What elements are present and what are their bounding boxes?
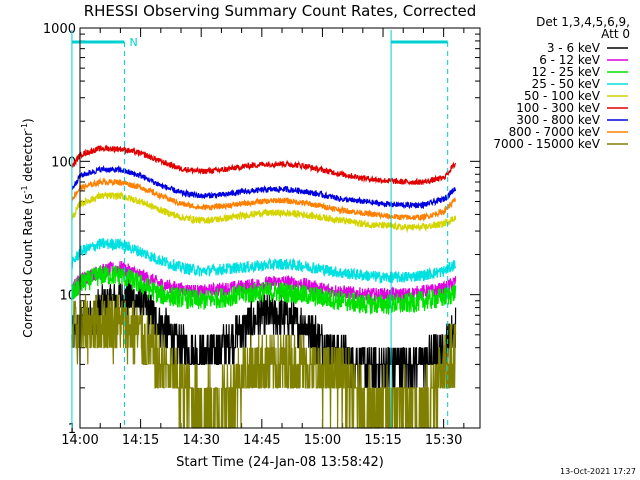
legend-label: 3 - 6 keV <box>547 41 601 55</box>
series-line <box>71 294 457 429</box>
legend-label: 6 - 12 keV <box>539 53 601 67</box>
series-line <box>71 144 457 186</box>
x-tick-label: 14:45 <box>243 433 280 448</box>
y-axis-label-end: ) <box>21 118 35 123</box>
legend-label: 7000 - 15000 keV <box>493 137 600 151</box>
y-axis-label-main: Corrected Count Rate (s <box>21 193 35 337</box>
legend-label: 25 - 50 keV <box>532 77 601 91</box>
legend-header-2: Att 0 <box>601 27 630 41</box>
x-tick-label: 15:30 <box>425 433 462 448</box>
series-line <box>71 164 457 210</box>
series-line <box>71 237 457 285</box>
series-line <box>71 264 457 316</box>
y-tick-label: 1000 <box>43 22 76 37</box>
legend-label: 50 - 100 keV <box>524 89 601 103</box>
y-axis-label-mid: detector <box>21 131 35 186</box>
series-line <box>71 177 457 222</box>
legend-label: 800 - 7000 keV <box>509 125 601 139</box>
y-tick-label: 1 <box>68 422 76 437</box>
y-axis-label: Corrected Count Rate (s-1 detector-1) <box>20 118 35 337</box>
plot-axes: 14:00 14:15 14:30 14:45 15:00 15:15 15:3011010… <box>43 22 480 448</box>
plot-border <box>79 27 481 429</box>
x-tick-label: 15:15 <box>364 433 401 448</box>
x-tick-label: 14:15 <box>122 433 159 448</box>
attenuator-markers: N <box>71 30 449 428</box>
legend-label: 300 - 800 keV <box>516 113 600 127</box>
x-tick-label: 14:00 <box>61 433 98 448</box>
legend-header-1: Det 1,3,4,5,6,9, <box>536 15 630 29</box>
x-axis-label: Start Time (24-Jan-08 13:58:42) <box>176 455 384 470</box>
chart-title: RHESSI Observing Summary Count Rates, Co… <box>84 2 477 20</box>
y-tick-label: 100 <box>51 155 76 170</box>
series-line <box>71 260 457 303</box>
series-line <box>71 279 457 389</box>
x-tick-label: 14:30 <box>182 433 219 448</box>
y-axis-label-sup2: -1 <box>20 123 29 131</box>
legend-label: 12 - 25 keV <box>532 65 601 79</box>
x-tick-label: 15:00 <box>304 433 341 448</box>
y-axis-label-sup1: -1 <box>20 185 29 193</box>
plot-frame <box>79 27 481 429</box>
legend-label: 100 - 300 keV <box>516 101 600 115</box>
series-line <box>71 190 457 234</box>
series-layer <box>71 144 457 429</box>
footer-timestamp: 13-Oct-2021 17:27 <box>560 467 636 476</box>
annotation-N: N <box>129 36 137 49</box>
